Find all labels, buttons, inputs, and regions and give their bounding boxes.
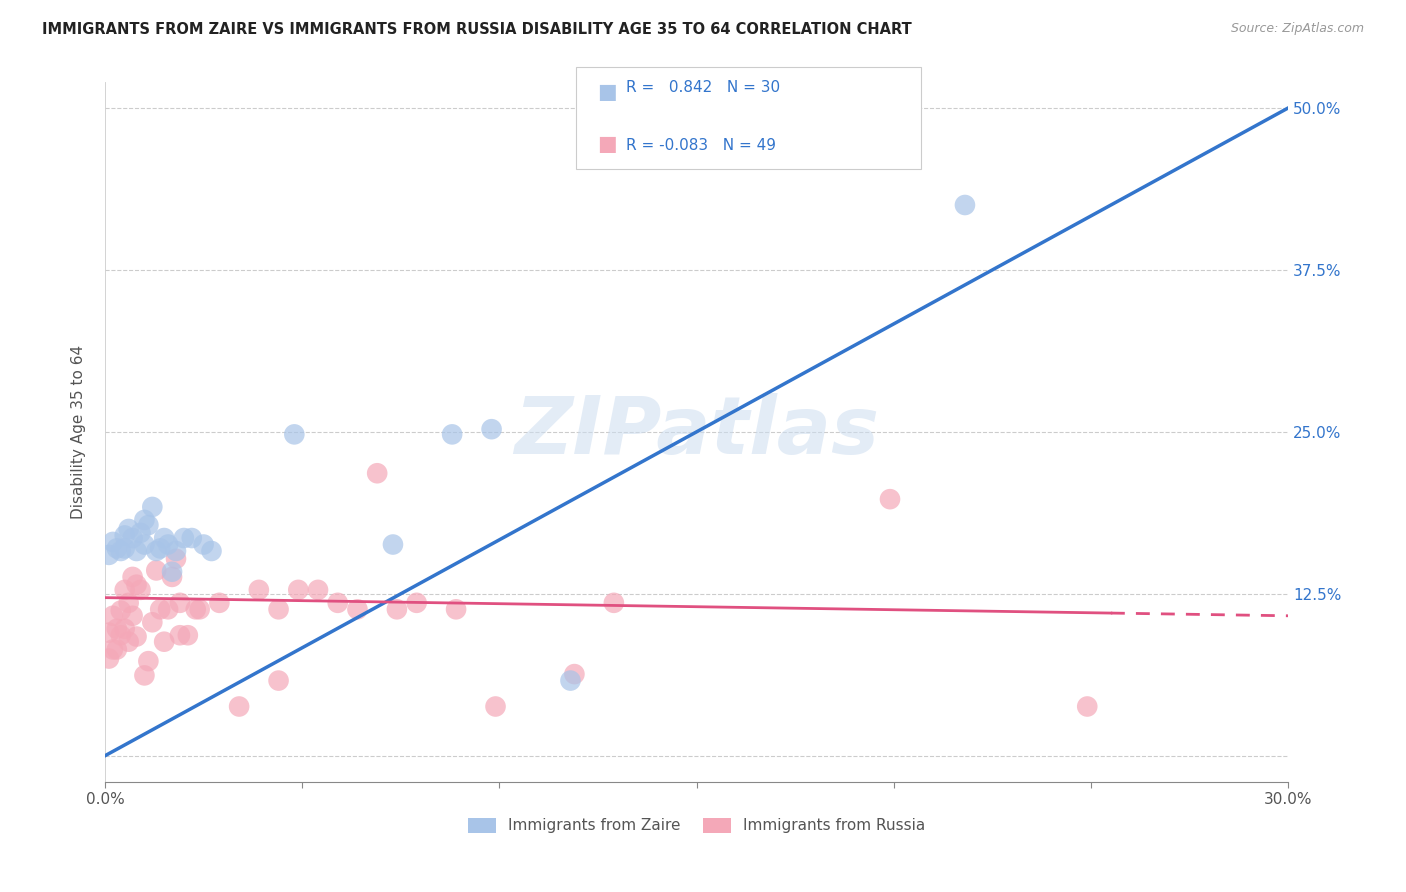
Point xyxy=(441,427,464,442)
Point xyxy=(346,602,368,616)
Point xyxy=(129,582,152,597)
Point xyxy=(381,537,404,551)
Point xyxy=(267,673,290,688)
Point xyxy=(603,596,626,610)
Point xyxy=(160,570,183,584)
Point xyxy=(134,668,156,682)
Point xyxy=(110,628,132,642)
Point xyxy=(177,628,200,642)
Point xyxy=(110,544,132,558)
Point xyxy=(125,630,148,644)
Point xyxy=(145,544,167,558)
Point xyxy=(129,525,152,540)
Point xyxy=(366,467,388,481)
Point xyxy=(153,634,176,648)
Point xyxy=(134,537,156,551)
Point xyxy=(247,582,270,597)
Point xyxy=(165,544,187,558)
Point xyxy=(110,604,132,618)
Point xyxy=(267,602,290,616)
Point xyxy=(157,537,180,551)
Point xyxy=(481,422,503,436)
Point xyxy=(101,642,124,657)
Point xyxy=(165,551,187,566)
Point xyxy=(97,651,120,665)
Point xyxy=(326,596,349,610)
Text: IMMIGRANTS FROM ZAIRE VS IMMIGRANTS FROM RUSSIA DISABILITY AGE 35 TO 64 CORRELAT: IMMIGRANTS FROM ZAIRE VS IMMIGRANTS FROM… xyxy=(42,22,912,37)
Point xyxy=(141,615,163,630)
Point xyxy=(138,518,160,533)
Text: ■: ■ xyxy=(598,135,617,154)
Point xyxy=(879,492,901,507)
Point xyxy=(169,628,191,642)
Point xyxy=(484,699,506,714)
Point xyxy=(134,513,156,527)
Point xyxy=(307,582,329,597)
Point xyxy=(193,537,215,551)
Point xyxy=(184,602,207,616)
Point xyxy=(121,531,143,545)
Point xyxy=(953,198,976,212)
Point xyxy=(208,596,231,610)
Point xyxy=(200,544,222,558)
Point xyxy=(105,642,128,657)
Point xyxy=(118,634,141,648)
Text: R = -0.083   N = 49: R = -0.083 N = 49 xyxy=(626,137,776,153)
Point xyxy=(173,531,195,545)
Point xyxy=(138,654,160,668)
Point xyxy=(145,564,167,578)
Legend: Immigrants from Zaire, Immigrants from Russia: Immigrants from Zaire, Immigrants from R… xyxy=(468,817,925,833)
Text: ■: ■ xyxy=(598,82,617,102)
Point xyxy=(564,667,586,681)
Point xyxy=(101,608,124,623)
Point xyxy=(1076,699,1098,714)
Point xyxy=(157,602,180,616)
Point xyxy=(444,602,467,616)
Point xyxy=(114,622,136,636)
Point xyxy=(114,582,136,597)
Point xyxy=(125,577,148,591)
Point xyxy=(385,602,408,616)
Point xyxy=(125,544,148,558)
Point xyxy=(228,699,250,714)
Point xyxy=(160,565,183,579)
Point xyxy=(188,602,211,616)
Point xyxy=(114,541,136,556)
Point xyxy=(149,602,172,616)
Point xyxy=(287,582,309,597)
Point xyxy=(105,541,128,556)
Point xyxy=(121,570,143,584)
Text: ZIPatlas: ZIPatlas xyxy=(515,392,879,471)
Point xyxy=(121,608,143,623)
Y-axis label: Disability Age 35 to 64: Disability Age 35 to 64 xyxy=(72,344,86,519)
Point xyxy=(114,528,136,542)
Text: Source: ZipAtlas.com: Source: ZipAtlas.com xyxy=(1230,22,1364,36)
Point xyxy=(405,596,427,610)
Point xyxy=(560,673,582,688)
Point xyxy=(180,531,202,545)
Point xyxy=(141,500,163,514)
Text: R =   0.842   N = 30: R = 0.842 N = 30 xyxy=(626,80,780,95)
Point xyxy=(97,548,120,562)
Point xyxy=(118,522,141,536)
Point xyxy=(105,622,128,636)
Point xyxy=(118,596,141,610)
Point xyxy=(283,427,305,442)
Point xyxy=(149,541,172,556)
Point xyxy=(169,596,191,610)
Point xyxy=(153,531,176,545)
Point xyxy=(101,535,124,549)
Point xyxy=(97,625,120,640)
